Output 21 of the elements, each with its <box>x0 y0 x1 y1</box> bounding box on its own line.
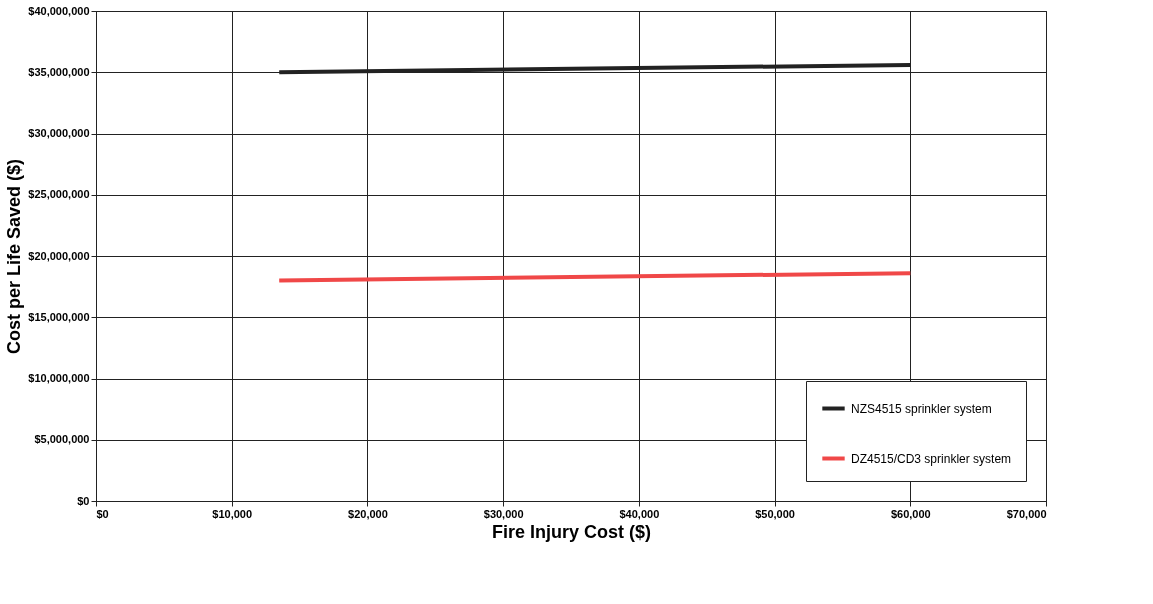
x-tick-label: $10,000 <box>212 507 253 520</box>
legend-label: NZS4515 sprinkler system <box>851 401 992 416</box>
y-tick-label: $40,000,000 <box>28 4 90 17</box>
y-tick-label: $20,000,000 <box>28 249 90 262</box>
x-tick-label: $60,000 <box>890 507 931 520</box>
x-tick-label: $40,000 <box>619 507 660 520</box>
y-tick-label: $0 <box>77 494 90 507</box>
y-tick-label: $35,000,000 <box>28 65 90 78</box>
x-tick-label: $50,000 <box>755 507 795 520</box>
x-tick-label: $20,000 <box>348 507 388 520</box>
x-axis-title: Fire Injury Cost ($) <box>491 521 652 542</box>
legend-label: DZ4515/CD3 sprinkler system <box>851 451 1012 466</box>
y-axis-title: Cost per Life Saved ($) <box>4 158 25 355</box>
x-tick-label: $0 <box>96 507 109 520</box>
x-tick-label: $30,000 <box>483 507 524 520</box>
y-tick-label: $10,000,000 <box>28 372 90 384</box>
y-tick-label: $5,000,000 <box>34 433 90 446</box>
x-tick-label: $70,000 <box>1006 507 1047 520</box>
y-tick-label: $25,000,000 <box>28 188 90 201</box>
y-tick-label: $30,000,000 <box>28 127 90 139</box>
y-tick-label: $15,000,000 <box>28 310 90 323</box>
